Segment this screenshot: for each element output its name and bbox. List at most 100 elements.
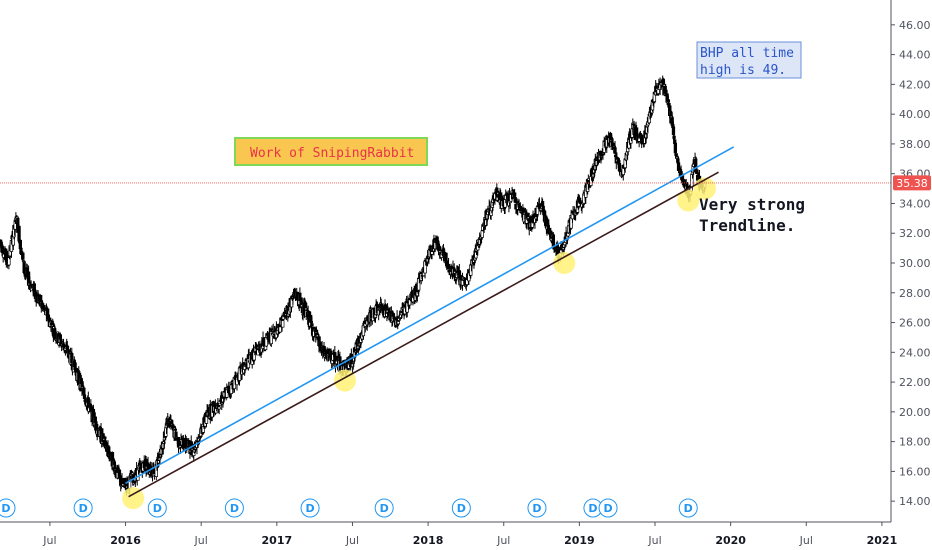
candle-body [201, 426, 205, 433]
candle-body [644, 133, 648, 139]
dividend-icon[interactable] [0, 498, 16, 518]
work-label: Work of SnipingRabbit [234, 137, 428, 166]
y-tick-label: 32.00 [899, 227, 931, 240]
candle-body [103, 436, 107, 440]
dividend-letter: D [603, 502, 612, 515]
candle-body [695, 169, 699, 174]
trendline-touch-point [677, 189, 700, 212]
y-tick-label: 28.00 [899, 287, 931, 300]
touch-points-layer [122, 177, 716, 510]
candle-body [601, 152, 606, 155]
y-tick-label: 44.00 [899, 49, 931, 62]
dividend-marker[interactable]: D [451, 498, 471, 518]
candle-body [645, 126, 649, 134]
dividend-marker[interactable]: D [0, 498, 16, 518]
candle-body [157, 460, 161, 464]
y-axis-panel[interactable] [891, 0, 932, 550]
x-tick-label: 2017 [262, 534, 293, 547]
y-tick-label: 20.00 [899, 406, 931, 419]
candle-body [281, 320, 285, 328]
dividend-icon[interactable] [678, 498, 698, 518]
dividend-letter: D [532, 502, 541, 515]
dividend-letter: D [79, 502, 88, 515]
x-tick-label: 2018 [413, 534, 444, 547]
candle-body [352, 357, 356, 362]
candle-body [512, 192, 517, 197]
candle-body [7, 257, 11, 266]
candle-body [338, 356, 342, 362]
dividend-letter: D [1, 502, 10, 515]
x-tick-label: Jul [647, 534, 661, 547]
dividend-marker[interactable]: D [374, 498, 394, 518]
dividend-marker[interactable]: D [678, 498, 698, 518]
x-tick-label: Jul [345, 534, 359, 547]
dividend-icon[interactable] [147, 498, 167, 518]
trendline-dark[interactable] [128, 171, 719, 498]
candle-body [309, 320, 313, 323]
candle-body [82, 387, 86, 395]
x-tick-label: 2019 [564, 534, 595, 547]
dividend-marker[interactable]: D [527, 498, 547, 518]
ath-note-line2: high is 49. [700, 63, 786, 78]
dividend-marker[interactable]: D [224, 498, 244, 518]
dividend-marker[interactable]: D [73, 498, 93, 518]
y-tick-label: 30.00 [899, 257, 931, 270]
y-tick-label: 26.00 [899, 317, 931, 330]
x-tick-label: 2020 [715, 534, 746, 547]
candle-body [17, 225, 21, 242]
candle-body [477, 244, 481, 247]
candle-body [672, 135, 676, 139]
candle-body [535, 214, 539, 217]
candle-body [566, 232, 570, 237]
candle-body [21, 252, 25, 260]
candle-body [528, 228, 532, 231]
dividend-icon[interactable] [300, 498, 320, 518]
candle-body [612, 145, 617, 148]
candle-body [217, 406, 221, 410]
candle-body [594, 160, 599, 166]
y-tick-label: 34.00 [899, 197, 931, 210]
candle-body [112, 461, 117, 465]
trendline-note-line2: Trendline. [699, 216, 795, 235]
candle-body [77, 371, 81, 383]
dividend-letter: D [684, 502, 693, 515]
y-tick-label: 16.00 [899, 465, 931, 478]
y-tick-label: 42.00 [899, 78, 931, 91]
dividend-marker[interactable]: D [300, 498, 320, 518]
dividend-marker[interactable]: D [598, 498, 618, 518]
candle-body [444, 252, 448, 262]
current-price-label: 35.38 [896, 177, 928, 190]
x-tick-label: Jul [194, 534, 208, 547]
dividend-icon[interactable] [527, 498, 547, 518]
candle-body [181, 437, 185, 440]
candle-body [70, 353, 74, 364]
candle-body [173, 429, 178, 431]
dividend-icon[interactable] [374, 498, 394, 518]
dividend-icon[interactable] [451, 498, 471, 518]
candle-body [61, 342, 65, 344]
ath-note: BHP all time high is 49. [696, 41, 802, 79]
dividend-marker[interactable]: D [147, 498, 167, 518]
dividend-letter: D [153, 502, 162, 515]
dividend-icon[interactable] [598, 498, 618, 518]
y-tick-label: 14.00 [899, 495, 931, 508]
candle-body [354, 350, 358, 353]
candle-body [214, 408, 218, 414]
x-tick-label: Jul [42, 534, 56, 547]
dividend-icon[interactable] [73, 498, 93, 518]
x-axis-ticks: Jul 2016 Jul 2017 Jul 2018 Jul 2019 Jul 2020 Jul 20… [42, 522, 897, 547]
candle-body [82, 394, 87, 399]
candle-body [278, 326, 282, 333]
candle-body [671, 126, 676, 136]
candle-body [291, 296, 295, 299]
trendline-blue[interactable] [125, 146, 735, 484]
x-tick-label: 2021 [867, 534, 898, 547]
candle-body [361, 324, 366, 337]
dividend-icon[interactable] [224, 498, 244, 518]
x-axis-panel[interactable] [0, 522, 932, 550]
trendlines-layer [125, 146, 735, 498]
y-tick-label: 38.00 [899, 138, 931, 151]
candle-body [666, 99, 671, 103]
